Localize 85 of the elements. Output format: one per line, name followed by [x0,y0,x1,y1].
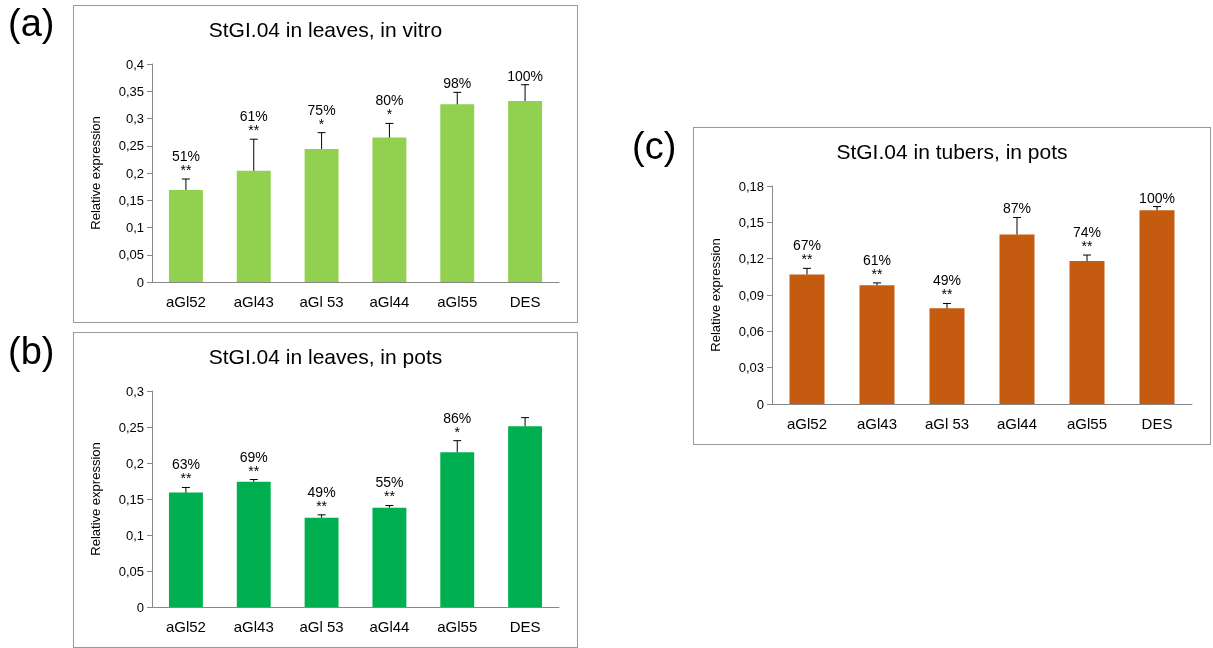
y-axis-title: Relative expression [88,116,103,230]
x-tick-label: DES [509,618,541,635]
bar [929,308,965,404]
y-tick-label: 0,06 [738,323,764,339]
text: (c) [632,125,677,168]
bar [859,285,895,404]
bar [236,481,271,607]
x-tick-label: DES [509,293,541,310]
annotation: 49% ** [307,483,336,514]
bar [789,274,825,404]
y-tick-label: 0,12 [738,251,764,267]
y-tick-label: 0,05 [118,247,144,263]
text: (b) [8,330,55,373]
x-tick-label: DES [1141,415,1173,432]
bar [440,104,475,282]
annotation: 98% [443,75,472,92]
bar [236,170,271,282]
chart-title: StGI.04 in leaves, in vitro [208,18,443,41]
annotation: 100% [507,67,543,84]
annotation: 55% ** [375,474,404,505]
y-tick-label: 0,3 [125,383,144,399]
y-axis-title: Relative expression [708,238,723,352]
y-tick-label: 0 [136,274,144,290]
bar [508,426,543,607]
annotation: 63% ** [171,456,200,487]
annotation: 51% ** [171,147,200,178]
x-tick-label: aGl55 [437,618,478,635]
y-tick-label: 0 [136,599,144,615]
bar [372,137,407,282]
y-tick-label: 0,35 [118,83,144,99]
y-tick-label: 0,2 [125,455,144,471]
annotation: 74% ** [1072,224,1102,255]
y-tick-label: 0,15 [118,491,144,507]
x-tick-label: aGl52 [165,618,206,635]
bar [168,492,203,607]
y-tick-label: 0,1 [125,220,144,235]
y-tick-label: 0,4 [125,56,144,72]
annotation: 86% * [443,409,472,440]
x-tick-label: aGl43 [233,618,274,635]
annotation: 80% * [375,92,404,123]
annotation: 75% * [307,101,336,132]
annotation: 69% ** [239,448,268,479]
y-tick-label: 0,15 [118,192,144,208]
bar [508,101,543,282]
bar [440,452,475,607]
y-tick-label: 0,05 [118,563,144,579]
annotation: 61% ** [239,108,268,139]
bar [999,234,1035,404]
bar [304,149,339,282]
bar [1139,210,1175,404]
bar [304,517,339,607]
text: (a) [8,2,55,45]
chart-title: StGI.04 in tubers, in pots [836,140,1068,163]
annotation: 67% ** [792,237,822,268]
y-tick-label: 0,1 [125,527,144,543]
y-tick-label: 0,15 [738,214,764,230]
x-tick-label: aGl 53 [299,618,344,635]
annotation: 87% [1002,200,1032,217]
annotation: 49% ** [932,272,962,303]
y-axis-title: Relative expression [88,442,103,556]
x-tick-label: aGl 53 [924,415,970,432]
bar [372,507,407,607]
y-tick-label: 0 [756,396,764,412]
y-tick-label: 0,2 [125,165,144,181]
y-tick-label: 0,25 [118,138,144,154]
x-tick-label: aGl44 [996,415,1038,432]
x-tick-label: aGl43 [856,415,898,432]
y-tick-label: 0,25 [118,419,144,435]
x-tick-label: aGl 53 [299,293,344,310]
bar [168,189,203,282]
y-tick-label: 0,18 [738,178,764,194]
bar [1069,261,1105,404]
chart-title: StGI.04 in leaves, in pots [208,345,443,368]
x-tick-label: aGl44 [369,293,410,310]
annotation: 61% ** [862,251,892,282]
y-tick-label: 0,3 [125,111,144,126]
x-tick-label: aGl44 [369,618,410,635]
x-tick-label: aGl55 [437,293,478,310]
annotation: 100% [1139,189,1175,206]
x-tick-label: aGl43 [233,293,274,310]
y-tick-label: 0,03 [738,360,764,376]
y-tick-label: 0,09 [738,287,764,303]
x-tick-label: aGl52 [165,293,206,310]
x-tick-label: aGl55 [1066,415,1108,432]
x-tick-label: aGl52 [786,415,828,432]
